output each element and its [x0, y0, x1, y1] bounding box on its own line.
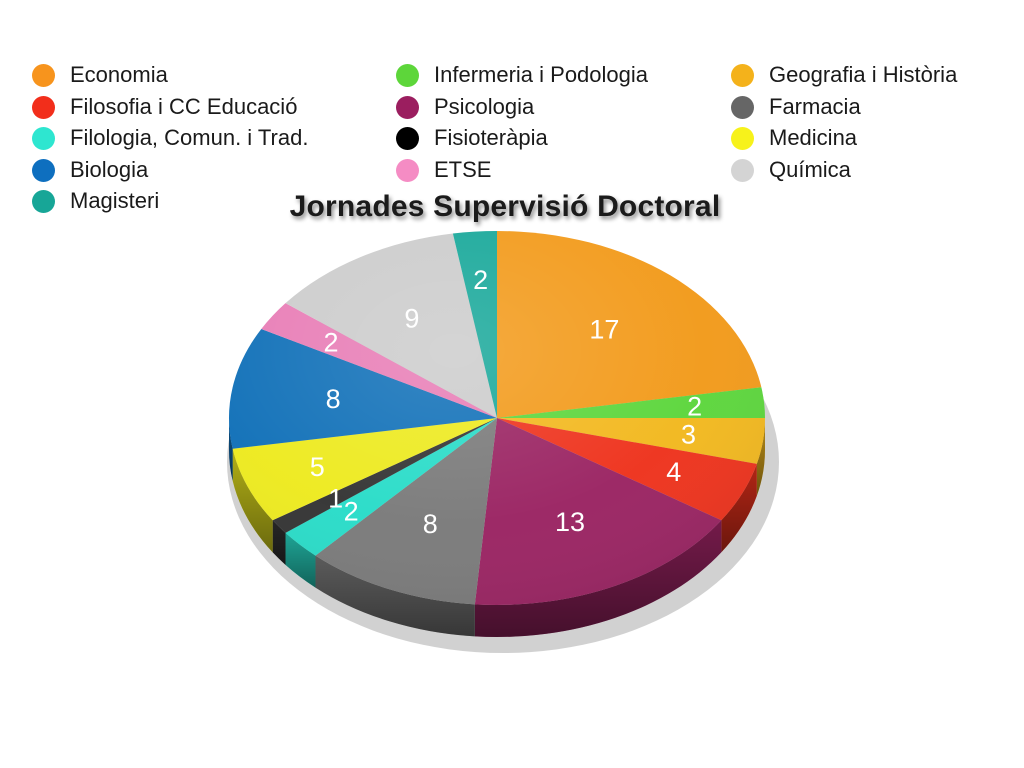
- legend-label: Farmacia: [769, 94, 861, 119]
- legend-item-farmacia: Farmacia: [731, 94, 861, 120]
- legend-swatch: [32, 95, 55, 119]
- legend-item-filosofia-i-cc-educacio: Filosofia i CC Educació: [32, 94, 297, 120]
- legend-item-infermeria-i-podologia: Infermeria i Podologia: [396, 62, 648, 88]
- legend-swatch: [731, 95, 754, 119]
- legend-label: Medicina: [769, 125, 858, 150]
- slice-value-label: 9: [404, 303, 419, 333]
- legend-swatch: [32, 189, 55, 213]
- slice-value-label: 8: [423, 509, 438, 539]
- legend-swatch: [731, 158, 754, 182]
- legend-item-quimica: Química: [731, 157, 851, 183]
- slice-value-label: 2: [323, 327, 338, 357]
- pie-side-shade-psicologia: [474, 520, 722, 637]
- legend-label: Economia: [70, 62, 168, 87]
- slice-value-label: 2: [344, 497, 359, 527]
- legend-item-economia: Economia: [32, 62, 168, 88]
- slice-value-label: 1: [328, 483, 343, 513]
- slice-value-label: 17: [589, 315, 619, 345]
- legend-label: Psicologia: [434, 94, 535, 119]
- legend-label: Filosofia i CC Educació: [70, 94, 298, 119]
- chart-legend: Economia Filosofia i CC Educació Filologia…: [0, 0, 1024, 220]
- legend-item-filologia-comun-i-trad: Filologia, Comun. i Trad.: [32, 125, 308, 151]
- legend-swatch: [32, 126, 55, 150]
- slice-value-label: 4: [666, 457, 681, 487]
- legend-swatch: [32, 63, 55, 87]
- slice-value-label: 2: [473, 265, 488, 295]
- slice-value-label: 2: [687, 392, 702, 422]
- legend-item-etse: ETSE: [396, 157, 491, 183]
- chart-title: Jornades Supervisió Doctoral: [289, 190, 721, 223]
- legend-label: Fisioteràpia: [434, 125, 548, 150]
- legend-item-fisioterapia: Fisioteràpia: [396, 125, 548, 151]
- legend-label: Química: [769, 157, 851, 182]
- slice-value-label: 3: [681, 420, 696, 450]
- slice-value-label: 13: [555, 507, 585, 537]
- legend-label: Infermeria i Podologia: [434, 62, 649, 87]
- legend-swatch: [396, 95, 419, 119]
- legend-label: Filologia, Comun. i Trad.: [70, 125, 309, 150]
- legend-item-geografia-i-historia: Geografia i Història: [731, 62, 957, 88]
- legend-swatch: [731, 63, 754, 87]
- legend-swatch: [396, 158, 419, 182]
- legend-item-magisteri: Magisteri: [32, 188, 159, 214]
- legend-label: Magisteri: [70, 188, 160, 213]
- legend-swatch: [396, 126, 419, 150]
- slice-value-label: 8: [326, 384, 341, 414]
- legend-item-psicologia: Psicologia: [396, 94, 534, 120]
- slice-value-label: 5: [310, 452, 325, 482]
- legend-item-biologia: Biologia: [32, 157, 148, 183]
- legend-label: Biologia: [70, 157, 149, 182]
- legend-label: Geografia i Història: [769, 62, 958, 87]
- legend-swatch: [731, 126, 754, 150]
- legend-label: ETSE: [434, 157, 492, 182]
- legend-swatch: [396, 63, 419, 87]
- pie-slice-economia: [497, 231, 762, 418]
- legend-item-medicina: Medicina: [731, 125, 857, 151]
- legend-swatch: [32, 158, 55, 182]
- pie-slices: [229, 231, 765, 605]
